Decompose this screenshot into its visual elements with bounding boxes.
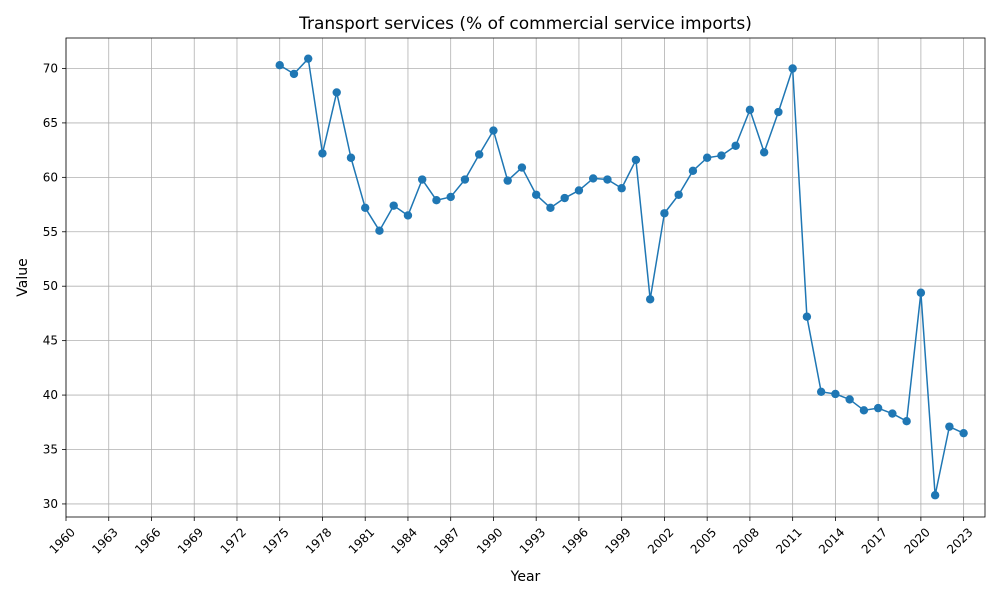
data-point (816, 387, 826, 397)
data-point (845, 395, 854, 404)
data-point (660, 209, 669, 218)
data-point (802, 312, 812, 321)
data-point (745, 105, 755, 115)
x-axis-label: Year (510, 569, 541, 585)
y-tick-label: 35 (43, 443, 58, 457)
data-point (674, 190, 683, 199)
data-point (531, 190, 541, 199)
data-point (517, 163, 527, 172)
y-tick-label: 50 (43, 279, 58, 293)
data-point (574, 186, 584, 195)
data-point (474, 150, 484, 159)
data-point (631, 155, 641, 165)
data-point (546, 203, 555, 213)
data-point (361, 203, 370, 213)
data-point (304, 54, 313, 63)
data-point (774, 107, 783, 117)
data-point (916, 288, 926, 297)
data-point (831, 389, 840, 399)
data-point (418, 175, 427, 184)
chart-title: Transport services (% of commercial serv… (298, 14, 752, 34)
data-point (617, 184, 626, 193)
data-point (375, 226, 384, 235)
data-point (346, 153, 356, 162)
data-point (645, 295, 655, 304)
y-tick-label: 60 (43, 170, 58, 184)
data-point (318, 149, 327, 158)
y-axis-label: Value (15, 258, 31, 296)
data-point (717, 151, 726, 160)
data-point (688, 166, 698, 176)
data-point (759, 148, 769, 157)
plot-area-frame (65, 37, 986, 518)
data-point (930, 491, 940, 500)
data-point (275, 61, 284, 70)
data-point (888, 409, 897, 418)
y-tick-label: 30 (43, 497, 58, 511)
grid-lines (65, 38, 985, 517)
data-point (945, 422, 954, 431)
data-point (873, 403, 883, 413)
y-tick-label: 45 (43, 334, 58, 348)
data-series (275, 54, 968, 500)
data-point (560, 193, 569, 203)
data-point (289, 69, 299, 79)
data-point (503, 176, 512, 185)
data-point (603, 175, 612, 184)
data-point (588, 174, 598, 183)
data-point (432, 196, 441, 205)
data-point (389, 201, 398, 210)
data-point (460, 175, 470, 184)
data-point (446, 192, 455, 202)
data-point (332, 88, 341, 97)
data-point (902, 417, 911, 426)
data-point (702, 153, 712, 162)
data-point (859, 406, 869, 415)
y-tick-label: 65 (43, 116, 58, 130)
data-point (489, 126, 498, 135)
data-point (403, 211, 413, 220)
data-point (731, 141, 740, 150)
data-point (788, 64, 797, 73)
y-tick-label: 55 (43, 225, 58, 239)
data-point (959, 428, 968, 438)
y-tick-label: 40 (43, 388, 58, 402)
y-tick-label: 70 (43, 61, 58, 75)
